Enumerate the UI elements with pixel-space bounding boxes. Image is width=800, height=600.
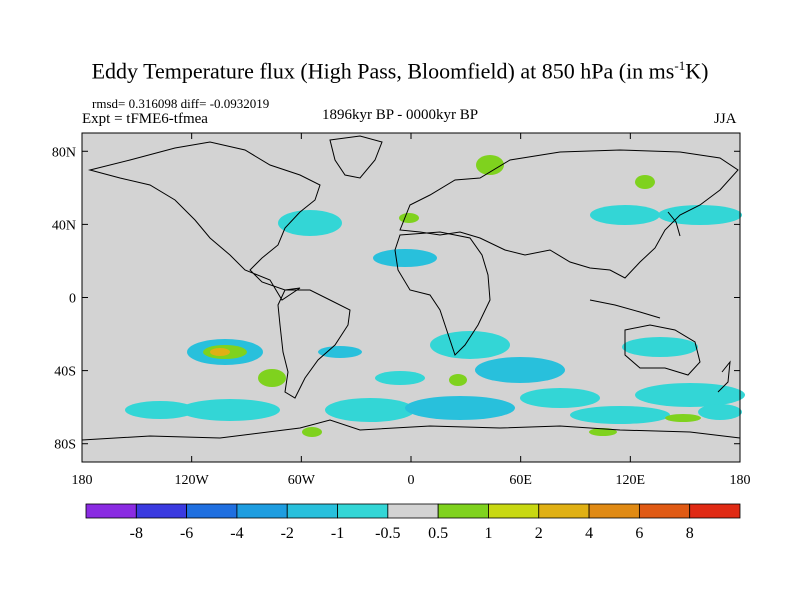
colorbar-label: 6 bbox=[635, 525, 643, 542]
lon-tick-label: 0 bbox=[408, 473, 415, 488]
anomaly-patch bbox=[125, 401, 195, 419]
lon-tick-label: 60W bbox=[288, 473, 316, 488]
lat-tick-label: 0 bbox=[69, 292, 76, 307]
colorbar-swatch bbox=[588, 503, 640, 519]
colorbar-swatch bbox=[85, 503, 137, 519]
anomaly-patch bbox=[635, 383, 745, 407]
anomaly-patch bbox=[475, 357, 565, 383]
colorbar-label: -4 bbox=[230, 525, 243, 542]
anomaly-patch bbox=[590, 205, 660, 225]
colorbar-swatch bbox=[538, 503, 590, 519]
colorbar-label: -6 bbox=[180, 525, 193, 542]
indonesia-coast bbox=[589, 299, 661, 319]
africa-coast bbox=[394, 231, 491, 356]
colorbar-swatch bbox=[638, 503, 691, 519]
colorbar-swatch bbox=[387, 503, 439, 519]
europe-asia-coast bbox=[399, 149, 739, 279]
colorbar-swatch bbox=[286, 503, 338, 519]
anomaly-patch bbox=[430, 331, 510, 359]
colorbar-label: 0.5 bbox=[428, 525, 448, 542]
plot-title: Eddy Temperature flux (High Pass, Bloomf… bbox=[0, 58, 800, 84]
anomaly-patch bbox=[318, 346, 362, 358]
japan-coast bbox=[667, 211, 681, 237]
colorbar-label: -8 bbox=[130, 525, 143, 542]
lon-tick-label: 180 bbox=[730, 473, 751, 488]
map-axes: 80N 40N 0 40S 80S 180 120W 60W 0 60E 120E 180 bbox=[52, 133, 751, 488]
lon-tick-label: 120W bbox=[175, 473, 210, 488]
title-superscript: -1 bbox=[674, 58, 686, 73]
colorbar-swatch bbox=[488, 503, 540, 519]
title-end: K) bbox=[685, 58, 709, 84]
anomaly-patch bbox=[373, 249, 437, 267]
anomaly-patch bbox=[520, 388, 600, 408]
experiment-label: Expt = tFME6-tfmea bbox=[82, 111, 208, 127]
period-label: 1896kyr BP - 0000kyr BP bbox=[322, 107, 479, 123]
new-zealand-coast bbox=[717, 360, 731, 393]
lon-tick-label: 120E bbox=[616, 473, 646, 488]
antarctica-coast bbox=[81, 419, 741, 441]
colorbar-label: -0.5 bbox=[375, 525, 400, 542]
anomaly-patch bbox=[325, 398, 415, 422]
title-main: Eddy Temperature flux (High Pass, Bloomf… bbox=[91, 58, 675, 84]
anomaly-patch bbox=[476, 155, 504, 175]
lat-tick-label: 80N bbox=[52, 145, 76, 160]
season-label: JJA bbox=[714, 111, 737, 127]
colorbar-label: 4 bbox=[585, 525, 593, 542]
negative-anomaly-patches bbox=[125, 205, 745, 424]
colorbar-label: 2 bbox=[535, 525, 543, 542]
lon-tick-label: 60E bbox=[509, 473, 532, 488]
anomaly-patch bbox=[278, 210, 342, 236]
colorbar-label: -1 bbox=[331, 525, 344, 542]
anomaly-patch bbox=[622, 337, 698, 357]
lat-tick-label: 40S bbox=[54, 365, 76, 380]
anomaly-patch bbox=[399, 213, 419, 223]
south-america-coast bbox=[277, 289, 351, 399]
colorbar-swatch bbox=[689, 503, 741, 519]
anomaly-patch bbox=[449, 374, 467, 386]
stats-text: rmsd= 0.316098 diff= -0.0932019 bbox=[92, 96, 270, 111]
anomaly-patch bbox=[302, 427, 322, 437]
lat-tick-label: 80S bbox=[54, 438, 76, 453]
greenland-coast bbox=[329, 135, 383, 179]
colorbar-swatch bbox=[135, 503, 188, 519]
colorbar: -8 -6 -4 -2 -1 -0.5 0.5 1 2 4 6 8 bbox=[85, 503, 741, 542]
anomaly-patch bbox=[658, 205, 742, 225]
anomaly-patch bbox=[635, 175, 655, 189]
strong-positive-patches bbox=[210, 348, 230, 356]
anomaly-patch bbox=[405, 396, 515, 420]
anomaly-patch bbox=[570, 406, 670, 424]
lat-tick-label: 40N bbox=[52, 218, 76, 233]
colorbar-swatch bbox=[186, 503, 238, 519]
colorbar-label: 1 bbox=[484, 525, 492, 542]
australia-coast bbox=[624, 324, 701, 376]
lon-tick-label: 180 bbox=[72, 473, 93, 488]
anomaly-patch bbox=[698, 404, 742, 420]
colorbar-label: 8 bbox=[686, 525, 694, 542]
anomaly-patch bbox=[375, 371, 425, 385]
colorbar-swatch bbox=[437, 503, 489, 519]
coastlines bbox=[81, 135, 741, 441]
colorbar-label: -2 bbox=[281, 525, 294, 542]
anomaly-patch bbox=[589, 428, 617, 436]
anomaly-patch bbox=[258, 369, 286, 387]
anomaly-patch bbox=[665, 414, 701, 422]
anomaly-patch bbox=[180, 399, 280, 421]
colorbar-swatch bbox=[236, 503, 288, 519]
north-america-coast bbox=[88, 141, 321, 301]
anomaly-patch bbox=[210, 348, 230, 356]
colorbar-swatch bbox=[337, 503, 389, 519]
